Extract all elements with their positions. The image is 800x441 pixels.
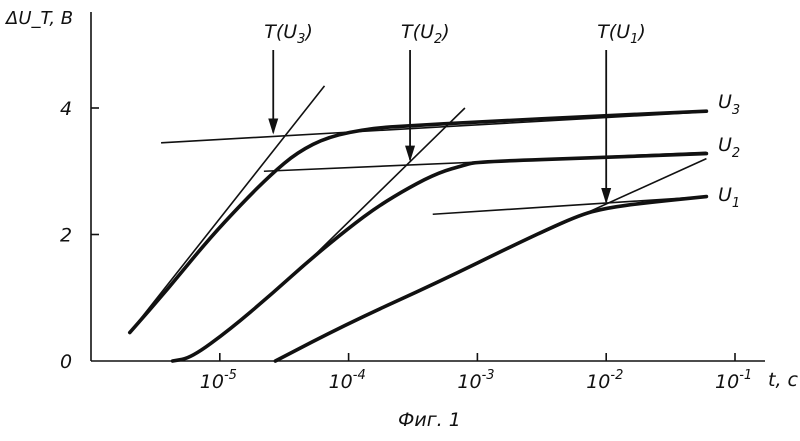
x-axis-label: t, c xyxy=(768,369,799,391)
series-label-U1: U1 xyxy=(718,184,740,211)
y-tick-label: 4 xyxy=(60,98,72,120)
y-tick-label: 2 xyxy=(60,225,72,247)
tangent-line xyxy=(310,108,465,260)
series-labels: U3 U2 U1 xyxy=(718,91,740,211)
axes xyxy=(91,12,765,361)
data-curves xyxy=(130,111,707,361)
x-tick-label: 10-4 xyxy=(329,368,366,393)
x-tick-label: 10-5 xyxy=(200,368,237,393)
series-line-U2 xyxy=(173,154,707,361)
x-tick-labels: 10-5 10-4 10-3 10-2 10-1 xyxy=(200,368,752,393)
x-tick-label: 10-3 xyxy=(457,368,494,393)
x-tick-label: 10-1 xyxy=(715,368,752,393)
annotation-label: T(U2) xyxy=(401,21,450,47)
arrowhead xyxy=(268,118,278,134)
y-axis-label: ΔU_T, B xyxy=(4,8,73,29)
x-tick-label: 10-2 xyxy=(586,368,623,393)
tangent-lines xyxy=(130,86,707,333)
series-label-U2: U2 xyxy=(718,134,740,161)
y-tick-labels: 0 2 4 xyxy=(60,98,72,373)
figure-caption: Фиг. 1 xyxy=(398,409,461,431)
tangent-line xyxy=(130,86,325,333)
annotations: T(U3) T(U2) T(U1) xyxy=(264,21,646,204)
annotation-label: T(U1) xyxy=(597,21,646,47)
y-tick-label: 0 xyxy=(60,351,72,373)
annotation-label: T(U3) xyxy=(264,21,313,47)
series-line-U1 xyxy=(275,197,706,361)
series-label-U3: U3 xyxy=(718,91,740,118)
